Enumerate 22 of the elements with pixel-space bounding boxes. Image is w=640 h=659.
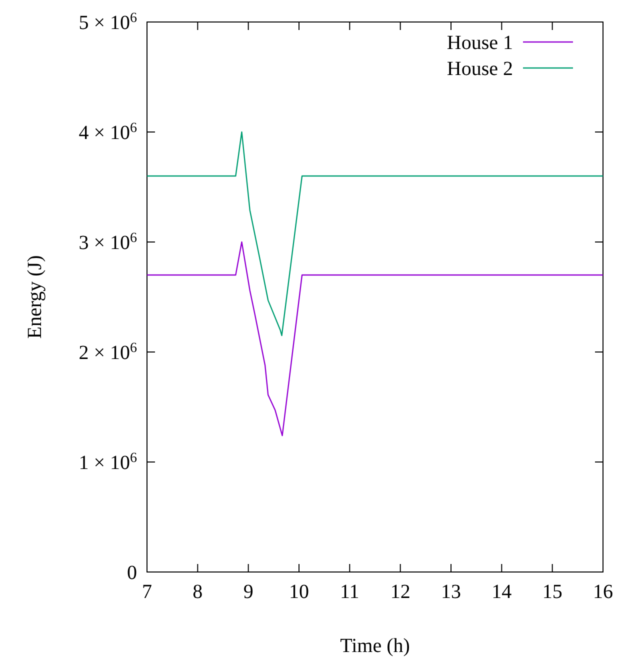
x-tick-label: 8 (192, 581, 203, 603)
y-tick-label: 2 × 10$^{6}$ (78, 340, 137, 364)
y-tick-label: 3 × 10$^{6}$ (78, 230, 137, 254)
x-tick-label: 13 (441, 581, 461, 603)
x-tick-label: 14 (492, 581, 512, 603)
x-tick-label: 12 (390, 581, 410, 603)
x-axis-title: Time (h) (340, 635, 410, 657)
line-series (146, 241, 604, 436)
x-tick-label: 15 (542, 581, 562, 603)
x-tick-label: 11 (340, 581, 360, 603)
x-tick-label: 9 (243, 581, 254, 603)
x-tick-label: 7 (142, 581, 152, 603)
y-tick-label: 5 × 10$^{6}$ (78, 10, 137, 34)
y-tick-label: 0 (127, 562, 137, 584)
line-series (146, 131, 604, 336)
y-axis-title: Energy (J) (24, 255, 46, 339)
y-tick-label: 1 × 10$^{6}$ (78, 450, 137, 474)
y-tick-label: 4 × 10$^{6}$ (78, 120, 137, 144)
x-tick-label: 16 (593, 581, 613, 603)
legend-label: House 1 (446, 32, 513, 54)
x-tick-label: 10 (289, 581, 309, 603)
legend-label: House 2 (446, 58, 513, 80)
